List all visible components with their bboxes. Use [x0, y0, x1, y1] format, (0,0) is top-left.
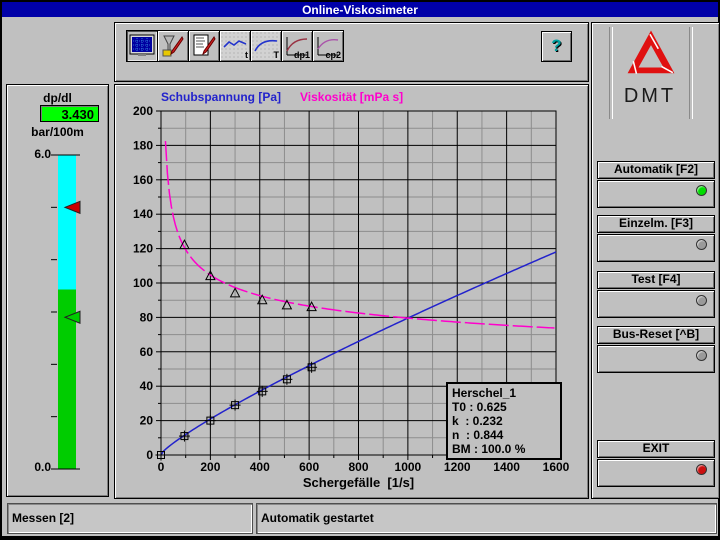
viscosity-chart: 0 200 400 600 800 1000 1200 1400 1600 0 20 40 60 80 10…: [133, 104, 570, 490]
title-bar: Online-Viskosimeter: [2, 2, 718, 17]
svg-text:600: 600: [299, 460, 319, 474]
funnel-pen-icon: [162, 35, 184, 57]
toolbar: t T dp1 cp2 ?: [114, 22, 589, 82]
help-icon: ?: [551, 36, 562, 55]
status-message: Automatik gestartet: [256, 503, 717, 534]
bus-reset-led: [696, 350, 707, 361]
svg-text:1200: 1200: [444, 460, 471, 474]
svg-text:0: 0: [158, 460, 165, 474]
svg-text:800: 800: [348, 460, 368, 474]
legend-shear-stress: Schubspannung [Pa]: [161, 90, 281, 104]
legend-viscosity: Viskosität [mPa s]: [300, 90, 404, 104]
gauge-max-label: 6.0: [34, 147, 51, 161]
gauge-unit: bar/100m: [31, 125, 84, 139]
control-panel: DMT Automatik [F2] Einzelm. [F3] Test [F…: [591, 22, 720, 499]
bus-reset-button[interactable]: Bus-Reset [^B]: [597, 326, 715, 344]
svg-text:200: 200: [200, 460, 220, 474]
document-pen-icon: [193, 34, 216, 56]
svg-text:40: 40: [140, 379, 154, 393]
einzelmessung-led: [696, 239, 707, 250]
svg-text:160: 160: [133, 173, 153, 187]
gauge-min-label: 0.0: [34, 460, 51, 474]
graph-time-label: t: [245, 50, 248, 60]
time-graph-icon: [223, 40, 247, 48]
sample-edit-button[interactable]: [157, 30, 189, 62]
automatik-button[interactable]: Automatik [F2]: [597, 161, 715, 179]
graph-cp2-button[interactable]: cp2: [312, 30, 344, 62]
einzelmessung-status-panel: [597, 234, 715, 262]
fit-k: k : 0.232: [452, 414, 503, 428]
graph-temperature-label: T: [273, 50, 280, 60]
window-title: Online-Viskosimeter: [302, 2, 418, 17]
svg-text:100: 100: [133, 276, 153, 290]
svg-text:20: 20: [140, 414, 154, 428]
screen-view-button[interactable]: [126, 30, 158, 62]
graph-cp2-label: cp2: [325, 50, 341, 60]
graph-time-button[interactable]: t: [219, 30, 251, 62]
svg-text:1400: 1400: [493, 460, 520, 474]
gauge-bar-graphic: [51, 154, 81, 470]
exit-led: [696, 464, 707, 475]
logo-groove-right: [689, 27, 693, 119]
svg-text:180: 180: [133, 138, 153, 152]
screen-icon: [129, 34, 155, 56]
test-led: [696, 295, 707, 306]
gauge-value-display: 3.430: [40, 105, 99, 122]
graph-temperature-button[interactable]: T: [250, 30, 282, 62]
fit-name: Herschel_1: [452, 386, 517, 400]
einzelmessung-button[interactable]: Einzelm. [F3]: [597, 215, 715, 233]
status-mode: Messen [2]: [7, 503, 253, 534]
svg-text:0: 0: [146, 448, 153, 462]
chart-panel: 0 200 400 600 800 1000 1200 1400 1600 0 20 40 60 80 10…: [114, 84, 589, 499]
fit-bm: BM : 100.0 %: [452, 442, 526, 456]
fit-result-box: Herschel_1 T0 : 0.625 k : 0.232 n : 0.84…: [446, 382, 562, 460]
svg-text:140: 140: [133, 207, 153, 221]
svg-text:400: 400: [250, 460, 270, 474]
bus-reset-status-panel: [597, 345, 715, 373]
automatik-led: [696, 185, 707, 196]
logo-groove-left: [609, 27, 613, 119]
fit-n: n : 0.844: [452, 428, 504, 442]
dmt-logo-text: DMT: [623, 85, 677, 107]
graph-dp1-label: dp1: [293, 50, 310, 60]
dp1-graph-icon: [286, 37, 308, 56]
pressure-gauge-panel: dp/dl 3.430 bar/100m 6.0 0.0: [6, 84, 109, 497]
test-button[interactable]: Test [F4]: [597, 271, 715, 289]
test-status-panel: [597, 290, 715, 318]
svg-text:1600: 1600: [543, 460, 570, 474]
svg-text:Schergefälle [1/s]: Schergefälle [1/s]: [303, 475, 414, 490]
svg-text:1000: 1000: [395, 460, 422, 474]
report-edit-button[interactable]: [188, 30, 220, 62]
help-button[interactable]: ?: [541, 31, 572, 62]
gauge-title: dp/dl: [43, 91, 72, 105]
svg-text:60: 60: [140, 345, 154, 359]
svg-text:80: 80: [140, 310, 154, 324]
exit-button[interactable]: EXIT: [597, 440, 715, 458]
exit-status-panel: [597, 459, 715, 487]
svg-text:120: 120: [133, 242, 153, 256]
svg-text:200: 200: [133, 104, 153, 118]
temperature-graph-icon: [254, 39, 278, 52]
automatik-status-panel: [597, 180, 715, 208]
dmt-logo-icon: [627, 30, 675, 74]
fit-t0: T0 : 0.625: [452, 400, 507, 414]
graph-dp1-button[interactable]: dp1: [281, 30, 313, 62]
cp2-graph-icon: [317, 37, 339, 56]
